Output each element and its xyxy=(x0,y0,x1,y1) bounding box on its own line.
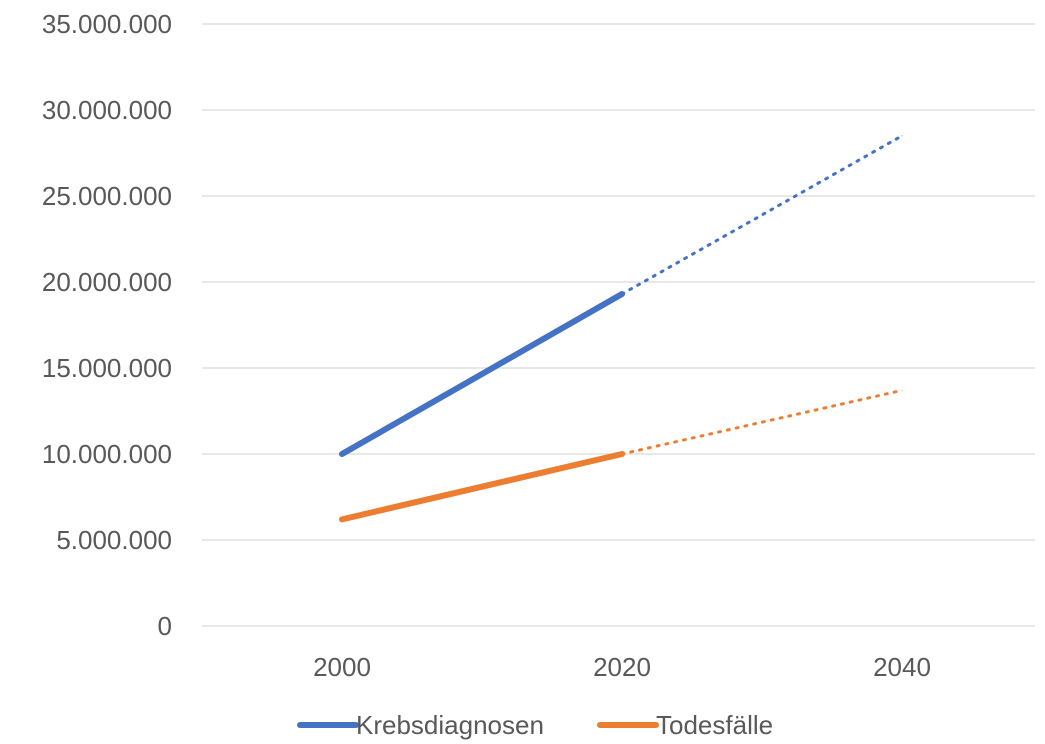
data-point xyxy=(341,518,343,520)
legend-label: Krebsdiagnosen xyxy=(356,710,544,740)
gridlines xyxy=(202,23,1035,627)
series-line-segment xyxy=(620,134,904,296)
y-tick-label: 20.000.000 xyxy=(42,267,172,297)
x-tick-label: 2000 xyxy=(313,652,371,682)
legend-item: Krebsdiagnosen xyxy=(297,710,544,740)
series-Krebsdiagnosen xyxy=(339,134,904,457)
series-line-segment xyxy=(620,388,904,456)
series-Todesfälle xyxy=(339,388,904,523)
data-point xyxy=(621,293,623,295)
y-tick-label: 25.000.000 xyxy=(42,181,172,211)
y-tick-label: 35.000.000 xyxy=(42,9,172,39)
series-line-segment xyxy=(339,451,625,523)
legend: Krebsdiagnosen Todesfälle xyxy=(297,710,773,740)
x-tick-label: 2040 xyxy=(873,652,931,682)
data-point xyxy=(341,453,343,455)
y-tick-label: 15.000.000 xyxy=(42,353,172,383)
legend-item: Todesfälle xyxy=(597,710,773,740)
series-line-segment xyxy=(339,291,625,457)
data-point xyxy=(901,135,903,137)
data-point xyxy=(901,389,903,391)
y-tick-label: 0 xyxy=(158,611,172,641)
data-point xyxy=(621,453,623,455)
x-tick-label: 2020 xyxy=(593,652,651,682)
y-tick-label: 10.000.000 xyxy=(42,439,172,469)
y-axis: 0 5.000.000 10.000.000 15.000.000 20.000.000… xyxy=(42,9,172,641)
series-lines xyxy=(339,134,904,523)
x-axis: 2000 2020 2040 xyxy=(313,652,931,682)
y-tick-label: 5.000.000 xyxy=(56,525,172,555)
y-tick-label: 30.000.000 xyxy=(42,95,172,125)
legend-label: Todesfälle xyxy=(656,710,773,740)
